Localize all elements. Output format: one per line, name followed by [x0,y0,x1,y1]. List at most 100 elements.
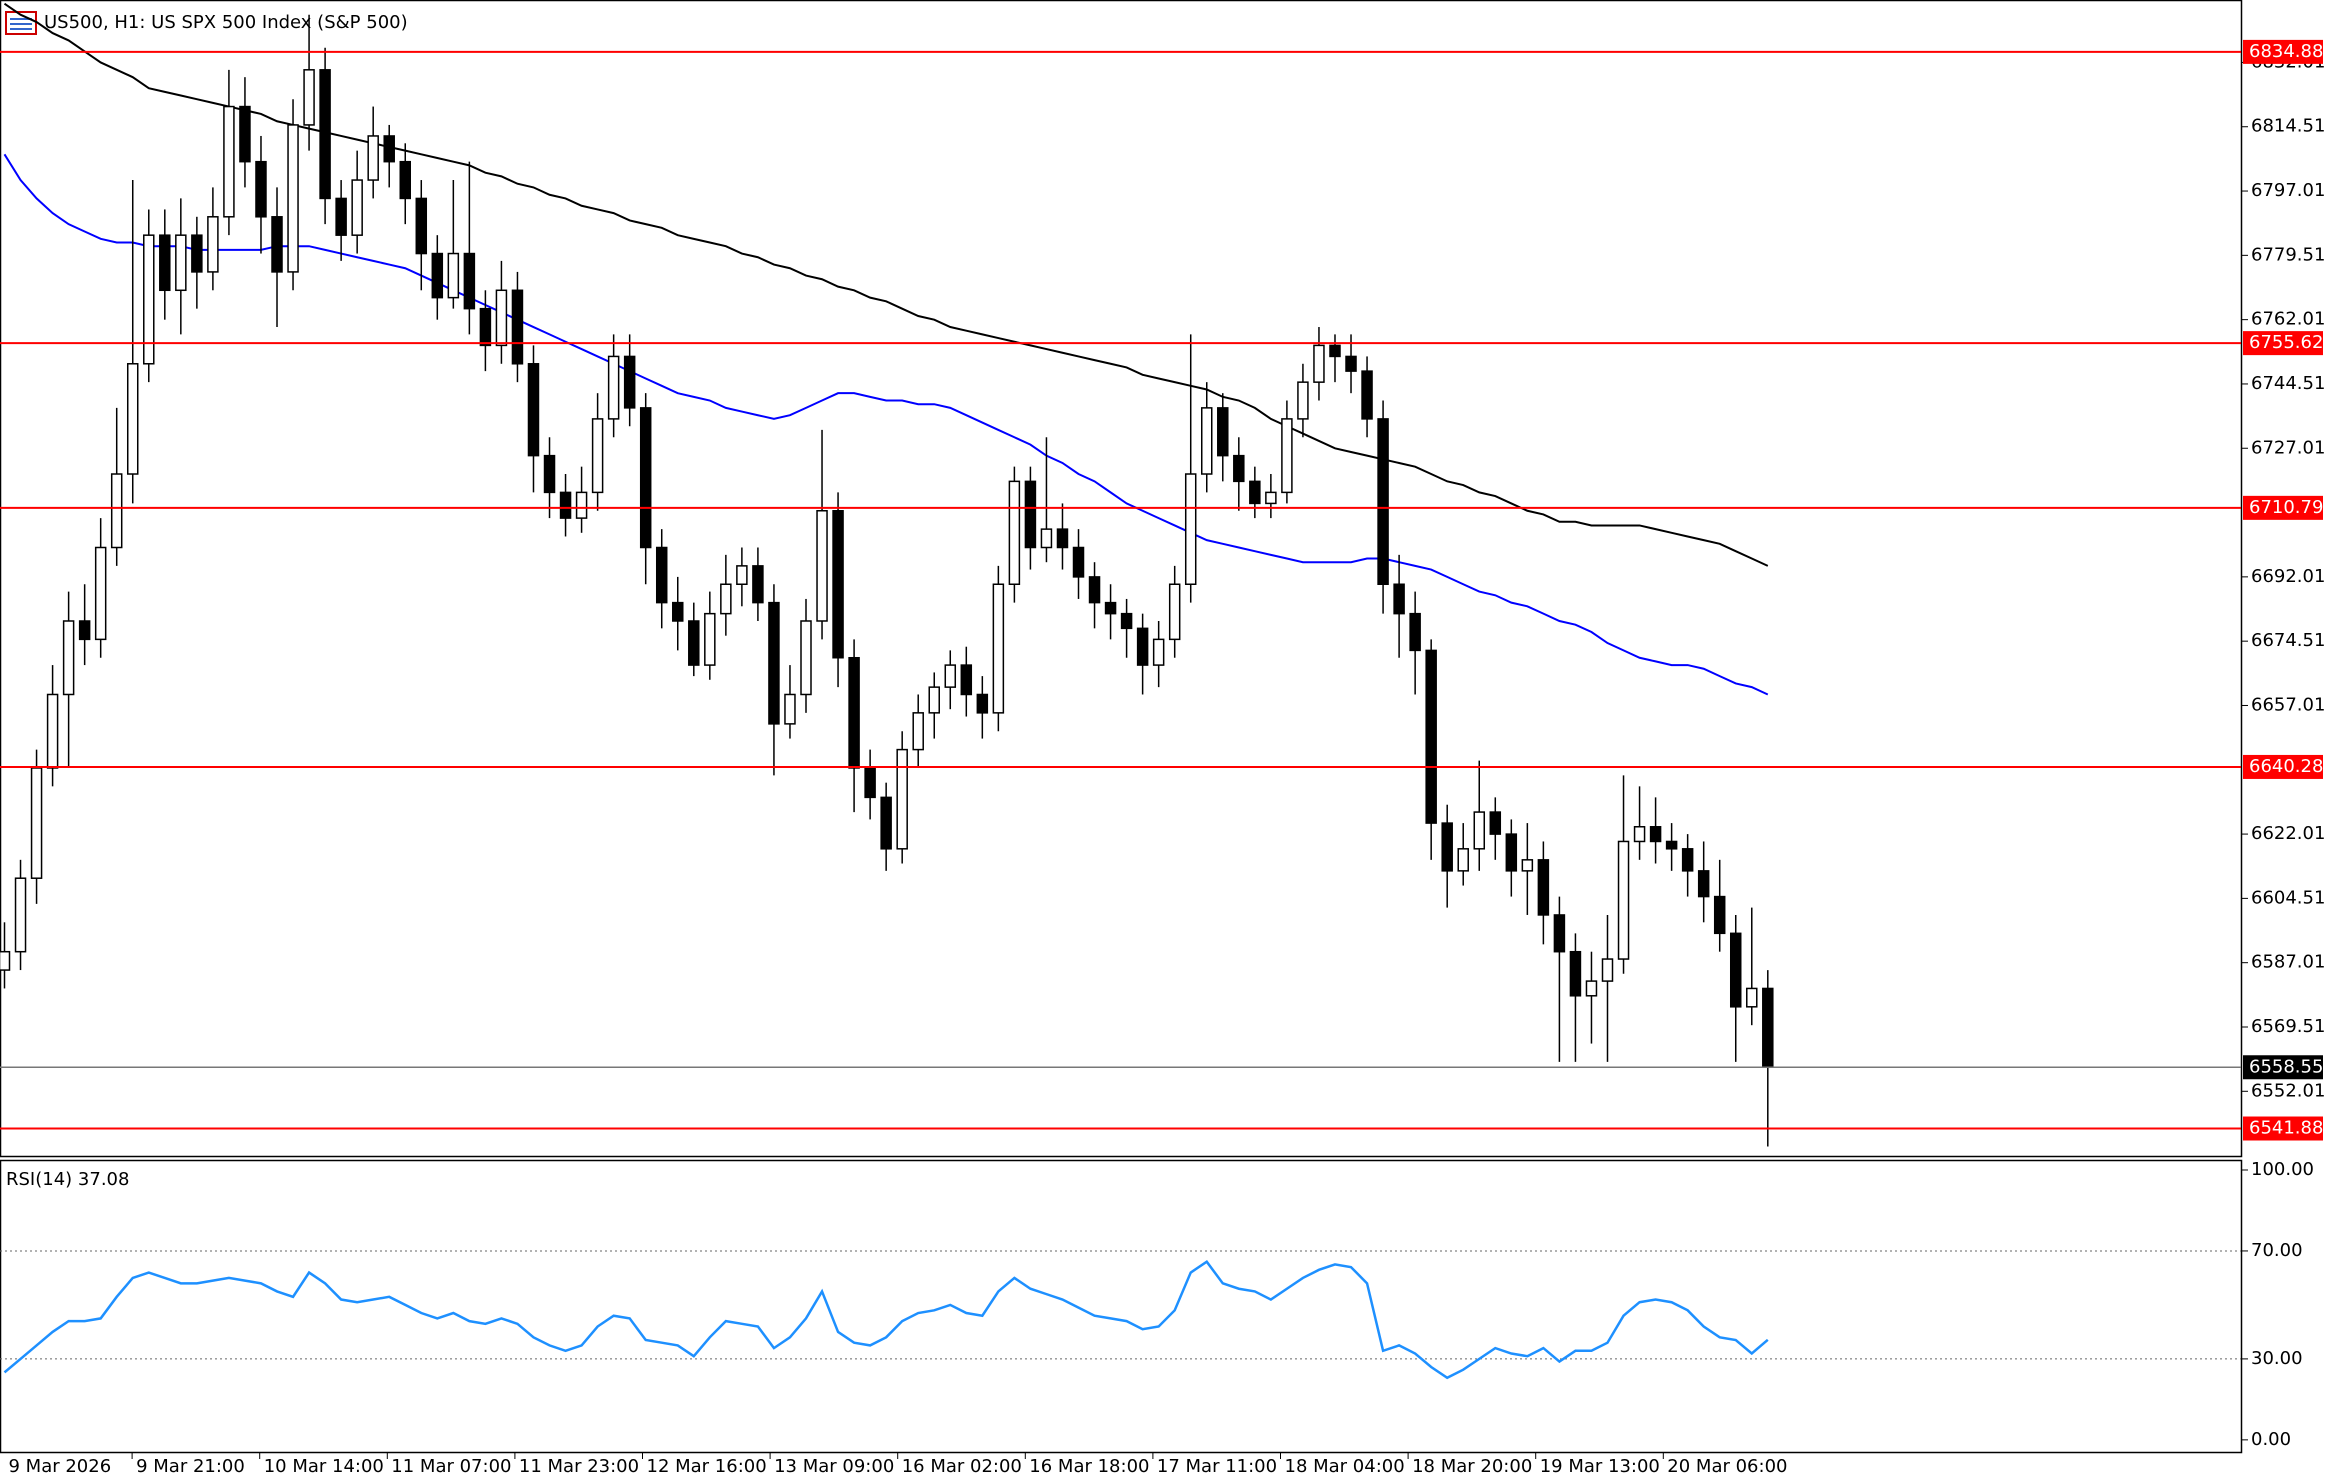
candle-body [912,712,924,751]
candle-body [1617,840,1630,960]
level-tag [2243,331,2323,356]
candle-body [768,601,780,725]
candle-body [800,620,812,696]
candle-body [623,355,636,409]
candle-body [1537,859,1550,916]
candle-body [319,69,331,200]
x-tick-label: 10 Mar 14:00 [264,1456,384,1477]
candle-body [944,664,957,688]
candle-body [62,620,75,696]
candle-body [1233,454,1245,483]
candle-body [1681,848,1694,872]
candle-body [720,583,732,615]
candle-body [527,363,540,457]
level-label: 6834.88 [2249,41,2323,62]
candle-body [1265,491,1277,505]
candle-body [255,160,267,218]
candle-body [928,686,940,714]
candle-body [191,234,203,273]
y-tick-label: 6797.01 [2251,180,2325,201]
candle-body [1345,355,1357,372]
candle-body [607,355,620,420]
candle-body [1585,980,1598,997]
x-tick-label: 16 Mar 18:00 [1029,1456,1149,1477]
y-tick-label: 6604.51 [2251,887,2325,908]
candle-body [960,664,973,696]
candle-body [1489,811,1502,835]
candle-body [1425,649,1437,824]
candle-body [415,197,428,255]
level-label: 6541.88 [2249,1118,2323,1139]
y-tick-label: 6622.01 [2251,823,2325,844]
y-tick-label: 6744.51 [2251,373,2325,394]
candle-body [896,748,908,850]
candle-body [14,877,27,953]
y-tick-label: 6814.51 [2251,116,2325,137]
candle-body [159,234,171,292]
candle-body [1008,480,1021,585]
y-tick-label: 0.00 [2251,1429,2291,1450]
x-tick-label: 16 Mar 02:00 [902,1456,1022,1477]
candle-body [1072,546,1085,578]
level-label: 6710.79 [2249,497,2323,518]
candle-body [30,767,43,879]
candle-body [1393,583,1405,615]
candle-body [1473,811,1486,850]
x-tick-label: 11 Mar 07:00 [391,1456,511,1477]
pane-frame [0,0,2243,1158]
candle-body [976,693,989,714]
y-tick-label: 6552.01 [2251,1080,2325,1101]
pane-frame [0,1159,2243,1454]
candle-body [1297,381,1309,420]
candle-body [752,565,764,604]
candle-body [1136,627,1149,666]
candle-body [1729,932,1742,1008]
candle-body [303,69,315,126]
x-tick-label: 20 Mar 06:00 [1667,1456,1787,1477]
candle-body [1281,418,1293,494]
candle-body [1746,987,1758,1008]
candle-body [1762,987,1774,1069]
candle-body [784,693,796,725]
candle-body [575,491,588,519]
candle-body [207,216,219,273]
candle-body [495,289,508,347]
rsi-line [3,1260,1769,1380]
candle-body [543,454,556,494]
candle-body [287,124,299,273]
candle-body [223,105,235,218]
candle-body [848,656,860,769]
candle-body [399,160,411,200]
candle-body [1665,840,1678,850]
candle-body [431,252,444,299]
candle-body [1713,895,1726,935]
candle-body [511,289,524,365]
x-tick-label: 13 Mar 09:00 [774,1456,894,1477]
candle-body [1697,870,1710,898]
candle-body [1168,583,1181,641]
x-tick-label: 18 Mar 20:00 [1412,1456,1532,1477]
candle-body [335,197,347,236]
candle-body [175,234,187,292]
candle-body [1553,914,1566,953]
candle-body [143,234,155,365]
candle-body [1040,528,1053,549]
candle-body [1313,344,1325,383]
y-tick-label: 6657.01 [2251,694,2325,715]
candle-body [688,620,700,666]
candle-body [1088,576,1101,604]
candle-body [816,510,828,622]
level-label: 6755.62 [2249,332,2323,353]
candle-body [736,565,748,585]
candle-body [1201,407,1213,475]
candle-body [383,135,395,163]
candle-body [1649,826,1662,843]
x-tick-label: 17 Mar 11:00 [1157,1456,1277,1477]
last-price-tag [2243,1055,2323,1080]
y-tick-label: 6692.01 [2251,566,2325,587]
candle-body [1377,418,1389,585]
candle-body [0,950,11,971]
candle-body [1217,407,1229,457]
candle-body [1633,826,1646,843]
